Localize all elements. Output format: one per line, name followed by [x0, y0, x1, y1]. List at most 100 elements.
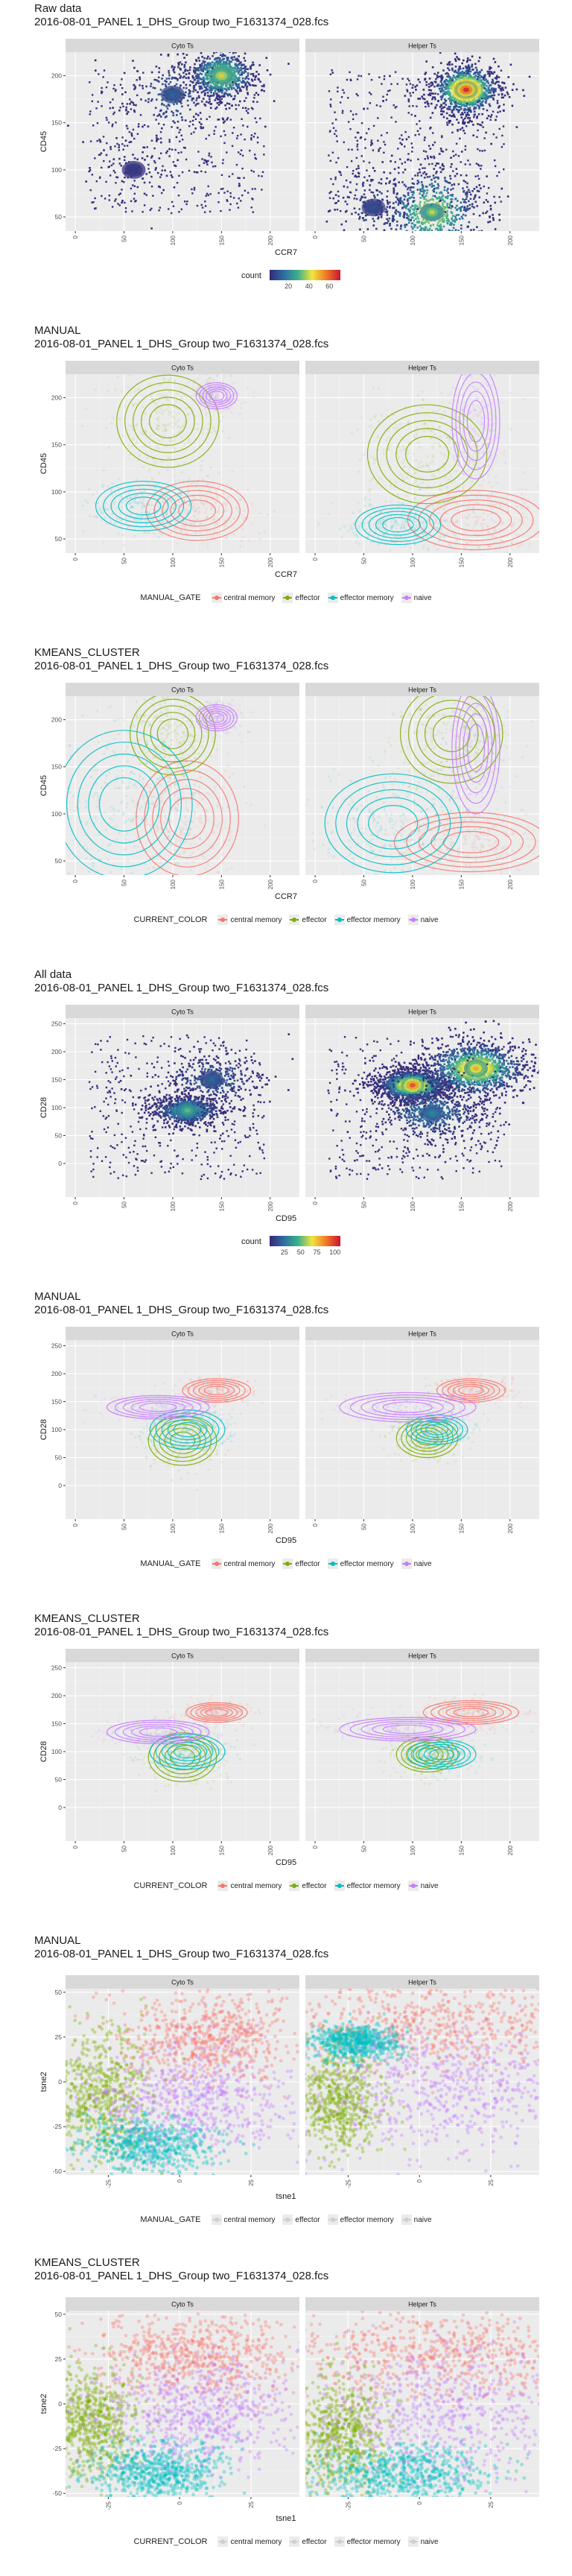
density-bin	[435, 247, 437, 249]
density-bin	[422, 194, 424, 197]
density-bin	[468, 75, 471, 78]
density-bin	[436, 72, 439, 74]
density-bin	[208, 63, 211, 66]
density-bin	[237, 67, 239, 69]
density-bin	[422, 191, 425, 194]
density-bin	[481, 87, 483, 90]
density-bin	[454, 174, 457, 177]
data-point	[147, 503, 150, 507]
density-bin	[344, 201, 347, 203]
density-bin	[410, 186, 412, 189]
density-bin	[480, 94, 483, 96]
density-bin	[446, 117, 448, 120]
density-bin	[466, 209, 468, 211]
density-bin	[214, 57, 217, 60]
density-bin	[340, 174, 343, 176]
density-bin	[177, 127, 179, 129]
density-bin	[382, 247, 384, 249]
density-bin	[103, 149, 105, 151]
density-bin	[439, 219, 442, 222]
density-bin	[486, 109, 489, 112]
density-bin	[417, 78, 420, 80]
density-bin	[222, 159, 224, 161]
density-bin	[461, 62, 463, 65]
density-bin	[445, 189, 448, 192]
density-bin	[451, 82, 454, 85]
density-bin	[453, 219, 456, 221]
density-bin	[449, 201, 452, 203]
density-bin	[372, 218, 375, 220]
density-bin	[428, 163, 430, 165]
density-bin	[108, 195, 111, 197]
density-bin	[101, 90, 103, 92]
density-bin	[480, 230, 483, 231]
data-point	[173, 379, 177, 382]
density-bin	[465, 198, 468, 201]
density-bin	[263, 83, 265, 86]
density-bin	[399, 142, 401, 144]
data-point	[194, 482, 198, 485]
density-bin	[436, 221, 439, 224]
density-bin	[335, 161, 337, 164]
density-bin	[439, 191, 442, 194]
density-bin	[139, 76, 141, 79]
density-bin	[460, 161, 463, 163]
density-bin	[287, 63, 290, 65]
density-bin	[485, 94, 488, 96]
density-bin	[480, 92, 483, 95]
density-bin	[143, 192, 146, 195]
data-point	[177, 411, 181, 415]
density-bin	[133, 192, 136, 195]
density-bin	[209, 65, 212, 68]
density-bin	[431, 82, 433, 84]
density-bin	[390, 160, 392, 162]
data-point	[219, 420, 223, 423]
density-bin	[493, 94, 496, 97]
density-bin	[220, 101, 223, 104]
data-point	[173, 467, 176, 470]
density-bin	[454, 69, 457, 72]
density-bin	[162, 123, 165, 126]
data-point	[229, 520, 232, 523]
density-bin	[476, 78, 478, 80]
density-bin	[346, 209, 348, 212]
density-bin	[492, 133, 495, 136]
density-bin	[192, 116, 195, 118]
density-bin	[349, 78, 352, 81]
density-bin	[344, 211, 347, 213]
density-bin	[458, 74, 461, 76]
density-bin	[428, 236, 430, 239]
density-bin	[430, 102, 433, 105]
density-bin	[485, 131, 487, 134]
density-bin	[397, 210, 400, 213]
density-bin	[393, 189, 395, 192]
density-bin	[399, 202, 402, 204]
density-bin	[373, 169, 376, 172]
density-bin	[245, 97, 247, 99]
density-bin	[462, 198, 464, 201]
data-point	[174, 479, 177, 483]
density-bin	[156, 140, 158, 142]
density-bin	[451, 201, 453, 203]
data-point	[169, 421, 173, 424]
data-point	[205, 507, 209, 511]
density-bin	[422, 185, 425, 187]
density-bin	[203, 61, 206, 63]
density-bin	[197, 102, 200, 105]
density-bin	[453, 107, 455, 110]
density-bin	[189, 66, 191, 69]
density-bin	[236, 137, 238, 139]
density-bin	[503, 94, 506, 97]
density-bin	[452, 84, 455, 86]
density-bin	[492, 214, 494, 216]
data-point	[173, 417, 177, 420]
data-point	[163, 426, 167, 429]
density-bin	[416, 180, 419, 182]
density-bin	[177, 66, 179, 69]
density-bin	[232, 126, 235, 129]
density-bin	[243, 81, 246, 83]
density-bin	[490, 87, 493, 89]
density-bin	[403, 211, 406, 214]
data-point	[165, 496, 168, 499]
density-bin	[434, 247, 436, 250]
